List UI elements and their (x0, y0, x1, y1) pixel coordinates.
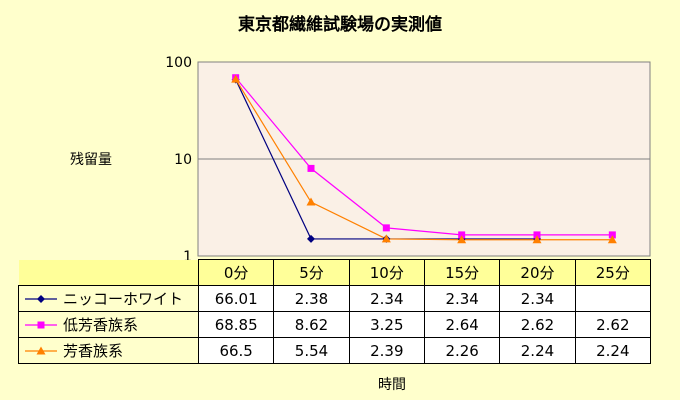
data-label: 2.38 (273, 285, 350, 312)
x-tick-label: 25分 (574, 259, 651, 286)
x-tick-label: 15分 (423, 259, 501, 286)
data-label: 66.01 (197, 285, 275, 312)
data-label: 2.24 (499, 337, 576, 364)
data-label: 5.54 (273, 337, 350, 364)
legend-key (25, 294, 57, 303)
data-point (306, 197, 316, 206)
data-point (457, 235, 467, 244)
legend-label: 低芳香族系 (63, 316, 139, 334)
x-tick-label: 5分 (273, 259, 350, 286)
legend-entry: 低芳香族系 (18, 311, 199, 338)
data-point (533, 231, 541, 239)
data-table: 0分 5分 10分 15分 20分 25分 ニッコーホワイト 66.01 2.38 2.34 2.… (18, 259, 651, 364)
data-point (307, 234, 315, 243)
data-point (37, 294, 45, 303)
table-row: ニッコーホワイト 66.01 2.38 2.34 2.34 2.34 (18, 285, 651, 312)
data-point (36, 346, 46, 354)
legend-label: ニッコーホワイト (63, 290, 184, 308)
legend-entry: ニッコーホワイト (18, 285, 199, 312)
data-point (532, 235, 542, 244)
data-label: 8.62 (273, 311, 350, 338)
data-point (381, 234, 391, 243)
legend-key (25, 321, 57, 328)
data-label: 2.62 (574, 311, 651, 338)
data-label: 3.25 (348, 311, 425, 338)
data-point (608, 231, 616, 239)
data-point (607, 235, 617, 244)
data-label (574, 285, 651, 312)
table-row: 芳香族系 66.5 5.54 2.39 2.26 2.24 2.24 (18, 337, 651, 364)
data-point (458, 231, 466, 239)
data-label: 2.34 (499, 285, 576, 312)
series-line (235, 78, 613, 241)
legend-key (25, 346, 57, 354)
data-label: 2.62 (499, 311, 576, 338)
x-tick-label: 20分 (499, 259, 576, 286)
legend-label: 芳香族系 (63, 342, 124, 360)
data-label: 2.24 (574, 337, 651, 364)
data-point (37, 321, 45, 328)
y-tick-label: 100 (165, 55, 192, 71)
data-label: 2.26 (423, 337, 501, 364)
x-axis-title: 時間 (378, 377, 406, 393)
series-line (235, 77, 613, 236)
y-tick-label: 1 (183, 249, 192, 265)
data-point (382, 224, 390, 232)
table-corner (18, 259, 199, 286)
data-point (307, 164, 315, 172)
table-header-row: 0分 5分 10分 15分 20分 25分 (18, 259, 651, 286)
legend-entry: 芳香族系 (18, 337, 199, 364)
x-tick-label: 10分 (348, 259, 425, 286)
data-label: 2.34 (423, 285, 501, 312)
y-axis-title: 残留量 (70, 152, 112, 168)
data-label: 66.5 (197, 337, 275, 364)
x-tick-label: 0分 (197, 259, 275, 286)
chart-title: 東京都繊維試験場の実測値 (238, 15, 442, 35)
data-label: 68.85 (197, 311, 275, 338)
table-row: 低芳香族系 68.85 8.62 3.25 2.64 2.62 2.62 (18, 311, 651, 338)
data-label: 2.64 (423, 311, 501, 338)
data-point (231, 74, 241, 83)
data-label: 2.39 (348, 337, 425, 364)
y-tick-label: 10 (174, 152, 192, 168)
data-label: 2.34 (348, 285, 425, 312)
